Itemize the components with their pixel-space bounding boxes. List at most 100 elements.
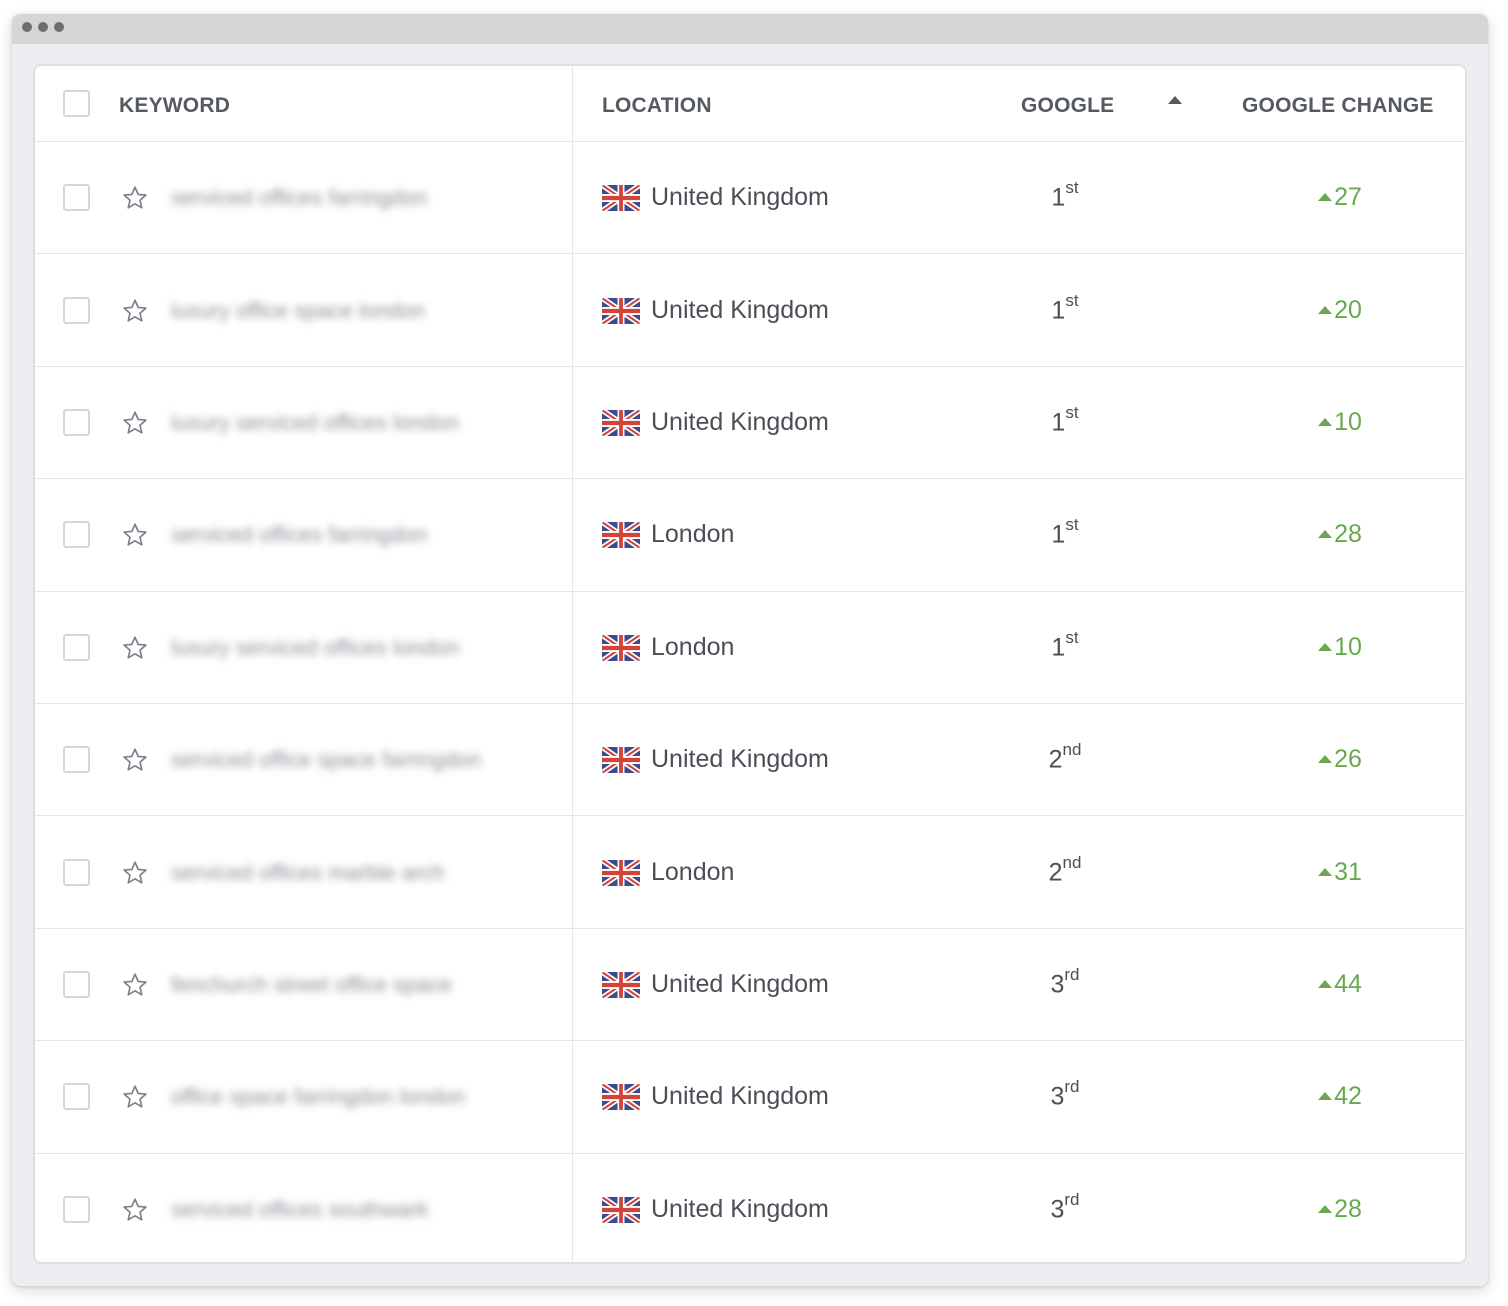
location-column-header[interactable]: LOCATION [602,94,712,117]
rank-number: 2 [1048,745,1063,774]
keyword-text[interactable]: serviced offices marble arch [171,859,445,885]
up-arrow-icon [1318,755,1333,764]
star-icon[interactable] [121,746,149,774]
rank-suffix: rd [1064,1189,1080,1209]
location-text: United Kingdom [651,1082,829,1111]
change-value: 42 [1334,1082,1362,1111]
location-text: United Kingdom [651,969,829,998]
keyword-text[interactable]: serviced office space farringdon [171,747,482,773]
star-icon[interactable] [121,184,149,212]
row-checkbox[interactable] [63,1083,90,1111]
uk-flag-icon [602,1196,640,1223]
rank-suffix: rd [1064,964,1080,984]
location-text: London [651,857,735,886]
google-rank: 1st [1025,178,1105,212]
google-change-column-header[interactable]: GOOGLE CHANGE [1242,94,1434,117]
google-rank: 1st [1025,628,1105,662]
keyword-text[interactable]: luxury serviced offices london [171,634,460,660]
star-icon[interactable] [121,1083,149,1111]
location-text: United Kingdom [651,295,829,324]
column-divider [572,66,573,1262]
table-row[interactable]: serviced offices southwark United Kingdom… [35,1154,1465,1262]
change-value: 20 [1334,295,1362,324]
star-icon[interactable] [121,297,149,325]
change-value: 31 [1334,857,1362,886]
table-row[interactable]: office space farringdon london United Kin… [35,1041,1465,1154]
google-rank: 1st [1025,515,1105,549]
select-all-checkbox[interactable] [63,90,90,117]
row-checkbox[interactable] [63,184,90,212]
rank-number: 1 [1051,408,1066,437]
star-icon[interactable] [121,521,149,549]
keyword-column-header[interactable]: KEYWORD [119,94,231,117]
table-row[interactable]: fenchurch street office space United King… [35,929,1465,1042]
rank-number: 1 [1051,295,1066,324]
location-text: London [651,520,735,549]
google-change: 44 [1295,970,1385,999]
table-row[interactable]: serviced offices farringdon United Kingdo… [35,142,1465,255]
keyword-rankings-table: KEYWORD LOCATION GOOGLE GOOGLE CHANGE se… [33,64,1467,1264]
location-text: United Kingdom [651,183,829,212]
keyword-text[interactable]: luxury office space london [171,297,425,323]
window-dot-icon[interactable] [38,22,48,32]
google-column-header[interactable]: GOOGLE [1021,94,1115,117]
star-icon[interactable] [121,409,149,437]
google-change: 28 [1295,520,1385,549]
change-value: 28 [1334,1194,1362,1223]
uk-flag-icon [602,747,640,774]
uk-flag-icon [602,409,640,436]
rank-suffix: st [1065,178,1079,198]
table-row[interactable]: luxury serviced offices london United Kin… [35,367,1465,480]
keyword-text[interactable]: office space farringdon london [171,1084,466,1110]
location-text: London [651,632,735,661]
table-row[interactable]: luxury office space london United Kingdom… [35,254,1465,367]
star-icon[interactable] [121,859,149,887]
row-checkbox[interactable] [63,296,90,324]
table-row[interactable]: serviced office space farringdon United K… [35,704,1465,817]
keyword-text[interactable]: serviced offices farringdon [171,185,428,211]
uk-flag-icon [602,297,640,324]
row-checkbox[interactable] [63,521,90,549]
uk-flag-icon [602,634,640,661]
row-checkbox[interactable] [63,1195,90,1223]
keyword-text[interactable]: serviced offices farringdon [171,522,428,548]
window-dot-icon[interactable] [22,22,32,32]
change-value: 27 [1334,183,1362,212]
up-arrow-icon [1318,1092,1333,1101]
sort-ascending-icon[interactable] [1168,96,1182,104]
keyword-text[interactable]: luxury serviced offices london [171,409,460,435]
window-controls [22,22,64,32]
table-row[interactable]: serviced offices farringdon London 1st 28 [35,479,1465,592]
rank-number: 3 [1050,970,1065,999]
uk-flag-icon [602,859,640,886]
row-checkbox[interactable] [63,408,90,436]
browser-window: KEYWORD LOCATION GOOGLE GOOGLE CHANGE se… [12,14,1488,1286]
keyword-text[interactable]: fenchurch street office space [171,971,452,997]
uk-flag-icon [602,971,640,998]
table-row[interactable]: serviced offices marble arch London 2nd 31 [35,816,1465,929]
row-checkbox[interactable] [63,970,90,998]
row-checkbox[interactable] [63,633,90,661]
star-icon[interactable] [121,1196,149,1224]
star-icon[interactable] [121,971,149,999]
keyword-text[interactable]: serviced offices southwark [171,1196,429,1222]
row-checkbox[interactable] [63,858,90,886]
window-dot-icon[interactable] [54,22,64,32]
google-change: 26 [1295,745,1385,774]
google-change: 10 [1295,408,1385,437]
rank-number: 1 [1051,183,1066,212]
change-value: 26 [1334,745,1362,774]
up-arrow-icon [1318,417,1333,426]
google-rank: 2nd [1025,740,1105,774]
uk-flag-icon [602,522,640,549]
google-change: 10 [1295,633,1385,662]
uk-flag-icon [602,185,640,212]
star-icon[interactable] [121,634,149,662]
row-checkbox[interactable] [63,746,90,774]
rank-number: 1 [1051,633,1066,662]
google-rank: 1st [1025,291,1105,325]
uk-flag-icon [602,1084,640,1111]
rank-suffix: rd [1064,1077,1080,1097]
table-row[interactable]: luxury serviced offices london London 1st 1… [35,592,1465,704]
google-rank: 3rd [1025,1189,1105,1224]
